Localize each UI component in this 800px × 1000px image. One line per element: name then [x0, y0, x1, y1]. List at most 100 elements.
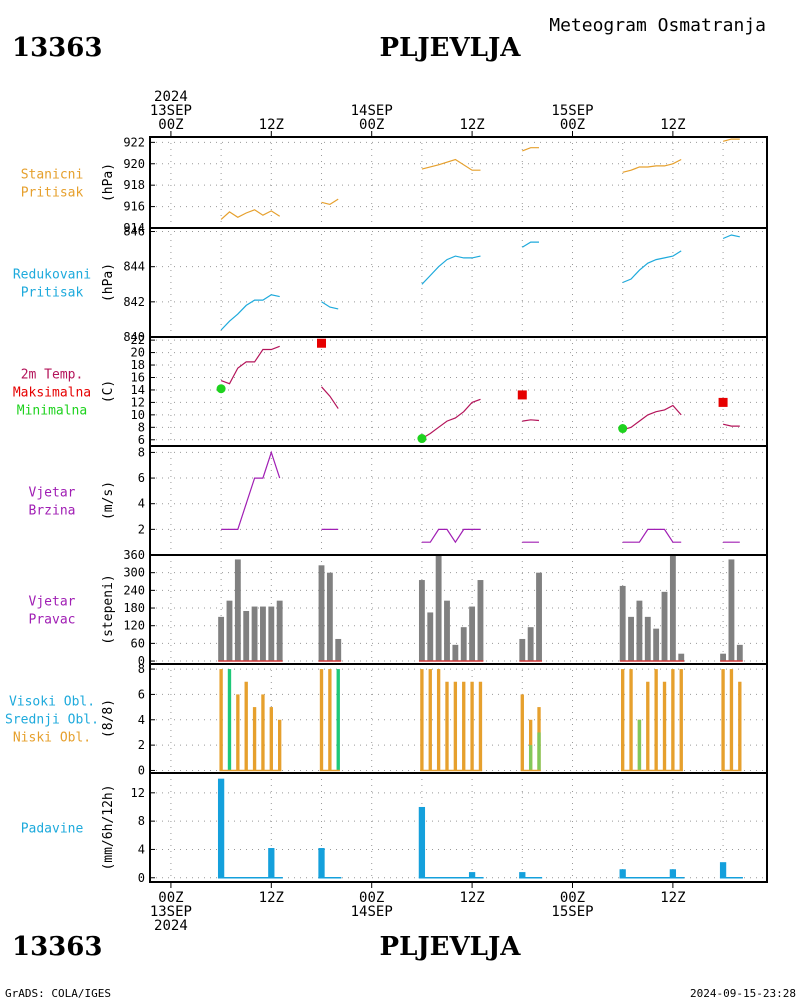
panel-2: 840 842 844 846 Redukovani Pritisak (hPa) [13, 225, 768, 344]
tmax-marker [517, 390, 527, 400]
time-label-bottom: 13SEP [150, 904, 192, 920]
y-axis-label: (hPa) [101, 163, 116, 202]
panel-label: Pritisak [21, 186, 84, 201]
y-axis-label: (C) [101, 380, 116, 403]
series-line [622, 528, 682, 543]
y-tick-label: 6 [138, 687, 145, 701]
series-line [220, 345, 280, 385]
bar [328, 669, 332, 771]
bar [646, 681, 650, 771]
panel-label: Pritisak [21, 286, 84, 301]
series-line [722, 234, 740, 240]
bar [736, 644, 743, 662]
y-tick-label: 14 [131, 383, 145, 397]
tmin-marker [618, 424, 628, 434]
panel-label: Niski Obl. [13, 731, 91, 746]
bar [721, 669, 725, 771]
bar [469, 606, 476, 662]
bar [261, 694, 265, 771]
bar [669, 869, 677, 878]
product-title: Meteogram Osmatranja [549, 15, 766, 36]
bar [218, 616, 225, 662]
bar [335, 638, 342, 662]
panel-label: Vjetar [29, 486, 76, 501]
time-label-bottom: 12Z [259, 890, 284, 906]
bar [728, 559, 735, 662]
bar [468, 872, 476, 878]
panel-5: 0 60 120 180 240 300 360 Vjetar Pravac (stepeni) [29, 548, 768, 668]
bar [445, 681, 449, 771]
y-tick-label: 60 [131, 636, 145, 650]
series-line [421, 398, 481, 440]
time-label-bottom: 00Z [560, 890, 585, 906]
bar [276, 600, 283, 662]
bar [336, 669, 340, 771]
bar [637, 719, 642, 771]
series-line [522, 419, 540, 422]
panel-label: Brzina [29, 504, 76, 519]
y-tick-label: 120 [123, 619, 145, 633]
panel-1: 914 916 918 920 922 Stanicni Pritisak (hPa) [21, 135, 768, 235]
time-label-top: 12Z [459, 117, 484, 133]
series-line [421, 158, 481, 171]
y-tick-label: 10 [131, 408, 145, 422]
bar [436, 669, 441, 771]
time-label-bottom: 12Z [660, 890, 685, 906]
y-axis-label: (mm/6h/12h) [101, 784, 116, 870]
bar [418, 806, 426, 878]
bar [519, 872, 526, 878]
time-label-bottom: 15SEP [551, 904, 593, 920]
bar [260, 606, 266, 662]
y-tick-label: 8 [138, 420, 145, 434]
panel-label: Padavine [21, 822, 84, 837]
bar [418, 580, 425, 662]
time-label-bottom: 14SEP [351, 904, 393, 920]
panel-frame [149, 227, 768, 338]
y-tick-label: 916 [123, 200, 145, 214]
time-label-bottom: 00Z [359, 890, 384, 906]
bar [636, 600, 643, 662]
time-label-top: 13SEP [150, 103, 192, 119]
bar [527, 627, 534, 662]
y-tick-label: 844 [123, 260, 145, 274]
panel-label: Visoki Obl. [9, 695, 95, 710]
panel-label: Srednji Obl. [5, 713, 99, 728]
bar [219, 669, 223, 771]
bar [244, 681, 248, 771]
y-tick-label: 180 [123, 601, 145, 615]
station-name-top: PLJEVLJA [380, 33, 522, 63]
bar [669, 555, 676, 662]
time-label-top: 15SEP [551, 103, 593, 119]
y-tick-label: 8 [138, 814, 145, 828]
y-tick-label: 2 [138, 738, 145, 752]
panel-label: Vjetar [29, 595, 76, 610]
y-tick-label: 840 [123, 330, 145, 344]
bar [444, 600, 450, 662]
panel-7: 0 4 8 12 Padavine (mm/6h/12h) [21, 772, 768, 885]
bar [679, 669, 683, 771]
time-label-top: 12Z [259, 117, 284, 133]
series-line [622, 404, 682, 431]
tmin-marker [417, 434, 427, 444]
series-line [220, 209, 281, 220]
y-tick-label: 360 [123, 548, 145, 562]
series-line [522, 147, 539, 152]
series-line [521, 241, 539, 248]
bar [252, 707, 257, 771]
bar [671, 669, 675, 771]
tmax-marker [718, 397, 728, 407]
bar [435, 555, 442, 662]
bar [251, 606, 258, 662]
y-tick-label: 6 [138, 433, 145, 447]
tmax-marker [317, 338, 327, 348]
bar [536, 572, 542, 662]
panel-label: Minimalna [17, 404, 87, 419]
series-line [421, 528, 481, 544]
bar [738, 681, 742, 771]
bar [629, 669, 633, 771]
series-line [321, 198, 339, 206]
y-tick-label: 0 [138, 763, 145, 777]
footer-timestamp: 2024-09-15-23:28 [690, 987, 796, 1000]
